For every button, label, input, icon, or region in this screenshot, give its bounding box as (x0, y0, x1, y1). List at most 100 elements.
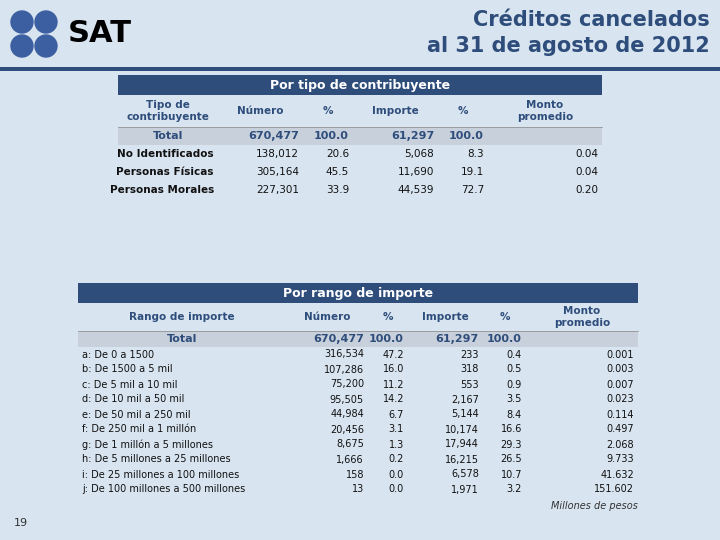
Text: 17,944: 17,944 (445, 440, 479, 449)
Text: Número: Número (238, 106, 284, 116)
Text: 0.5: 0.5 (507, 364, 522, 375)
Text: 6.7: 6.7 (389, 409, 404, 420)
Text: 6,578: 6,578 (451, 469, 479, 480)
Text: Rango de importe: Rango de importe (129, 312, 235, 322)
Text: 138,012: 138,012 (256, 149, 299, 159)
Text: 100.0: 100.0 (369, 334, 404, 344)
Text: 0.003: 0.003 (606, 364, 634, 375)
Text: 233: 233 (461, 349, 479, 360)
Text: 670,477: 670,477 (248, 131, 299, 141)
Text: 75,200: 75,200 (330, 380, 364, 389)
Text: Créditos cancelados: Créditos cancelados (473, 10, 710, 30)
Text: 20,456: 20,456 (330, 424, 364, 435)
Text: %: % (323, 106, 333, 116)
Bar (78, 283, 638, 303)
Text: 151.602: 151.602 (594, 484, 634, 495)
Bar (118, 95, 602, 127)
Text: 553: 553 (460, 380, 479, 389)
Text: 61,297: 61,297 (436, 334, 479, 344)
Text: al 31 de agosto de 2012: al 31 de agosto de 2012 (427, 36, 710, 56)
Text: 5,068: 5,068 (404, 149, 434, 159)
Text: %: % (458, 106, 468, 116)
Text: d: De 10 mil a 50 mil: d: De 10 mil a 50 mil (82, 395, 184, 404)
Text: Personas Morales: Personas Morales (109, 185, 214, 195)
Text: 16.0: 16.0 (382, 364, 404, 375)
Bar (118, 127, 602, 145)
Text: 318: 318 (461, 364, 479, 375)
Text: 8,675: 8,675 (336, 440, 364, 449)
Text: b: De 1500 a 5 mil: b: De 1500 a 5 mil (82, 364, 173, 375)
Text: 0.001: 0.001 (606, 349, 634, 360)
Text: Importe: Importe (422, 312, 469, 322)
Text: 72.7: 72.7 (461, 185, 484, 195)
Text: 11,690: 11,690 (397, 167, 434, 177)
Text: 45.5: 45.5 (325, 167, 349, 177)
Text: 11.2: 11.2 (382, 380, 404, 389)
Text: Por tipo de contribuyente: Por tipo de contribuyente (270, 78, 450, 91)
Text: 100.0: 100.0 (449, 131, 484, 141)
Text: 19.1: 19.1 (461, 167, 484, 177)
Text: f: De 250 mil a 1 millón: f: De 250 mil a 1 millón (82, 424, 197, 435)
Text: 47.2: 47.2 (382, 349, 404, 360)
Text: 3.2: 3.2 (507, 484, 522, 495)
Text: %: % (383, 312, 393, 322)
Text: 10,174: 10,174 (445, 424, 479, 435)
Text: 5,144: 5,144 (451, 409, 479, 420)
Circle shape (11, 11, 33, 33)
Text: 1.3: 1.3 (389, 440, 404, 449)
Text: Número: Número (304, 312, 350, 322)
Text: 3.1: 3.1 (389, 424, 404, 435)
Text: 100.0: 100.0 (314, 131, 349, 141)
Text: 26.5: 26.5 (500, 455, 522, 464)
Text: 2,167: 2,167 (451, 395, 479, 404)
Text: 0.20: 0.20 (575, 185, 598, 195)
Text: Importe: Importe (372, 106, 419, 116)
Text: h: De 5 millones a 25 millones: h: De 5 millones a 25 millones (82, 455, 230, 464)
Bar (0, 67, 720, 71)
Text: 44,539: 44,539 (397, 185, 434, 195)
Text: 316,534: 316,534 (324, 349, 364, 360)
Bar (0, 0, 720, 68)
Text: 9.733: 9.733 (606, 455, 634, 464)
Bar (78, 303, 638, 331)
Text: 0.0: 0.0 (389, 469, 404, 480)
Text: 0.497: 0.497 (606, 424, 634, 435)
Bar (118, 75, 602, 95)
Text: Monto
promedio: Monto promedio (554, 306, 610, 328)
Text: 8.3: 8.3 (467, 149, 484, 159)
Text: 0.114: 0.114 (606, 409, 634, 420)
Text: 1,971: 1,971 (451, 484, 479, 495)
Text: 14.2: 14.2 (382, 395, 404, 404)
Text: Total: Total (167, 334, 197, 344)
Text: 41.632: 41.632 (600, 469, 634, 480)
Text: 61,297: 61,297 (391, 131, 434, 141)
Text: 44,984: 44,984 (330, 409, 364, 420)
Text: Por rango de importe: Por rango de importe (283, 287, 433, 300)
Circle shape (35, 11, 57, 33)
Text: 29.3: 29.3 (500, 440, 522, 449)
Text: No Identificados: No Identificados (117, 149, 214, 159)
Text: %: % (499, 312, 510, 322)
Text: 100.0: 100.0 (487, 334, 522, 344)
Text: Millones de pesos: Millones de pesos (551, 501, 638, 511)
Text: 0.0: 0.0 (389, 484, 404, 495)
Text: j: De 100 millones a 500 millones: j: De 100 millones a 500 millones (82, 484, 246, 495)
Text: 0.04: 0.04 (575, 149, 598, 159)
Text: 0.023: 0.023 (606, 395, 634, 404)
Text: 20.6: 20.6 (326, 149, 349, 159)
Text: SAT: SAT (68, 19, 132, 49)
Text: 0.2: 0.2 (389, 455, 404, 464)
Text: 670,477: 670,477 (313, 334, 364, 344)
Text: 8.4: 8.4 (507, 409, 522, 420)
Text: 16.6: 16.6 (500, 424, 522, 435)
Text: e: De 50 mil a 250 mil: e: De 50 mil a 250 mil (82, 409, 191, 420)
Text: 227,301: 227,301 (256, 185, 299, 195)
Text: 107,286: 107,286 (324, 364, 364, 375)
Text: Tipo de
contribuyente: Tipo de contribuyente (127, 100, 210, 122)
Circle shape (35, 35, 57, 57)
Text: 33.9: 33.9 (325, 185, 349, 195)
Text: 0.04: 0.04 (575, 167, 598, 177)
Text: c: De 5 mil a 10 mil: c: De 5 mil a 10 mil (82, 380, 178, 389)
Text: 1,666: 1,666 (336, 455, 364, 464)
Text: a: De 0 a 1500: a: De 0 a 1500 (82, 349, 154, 360)
